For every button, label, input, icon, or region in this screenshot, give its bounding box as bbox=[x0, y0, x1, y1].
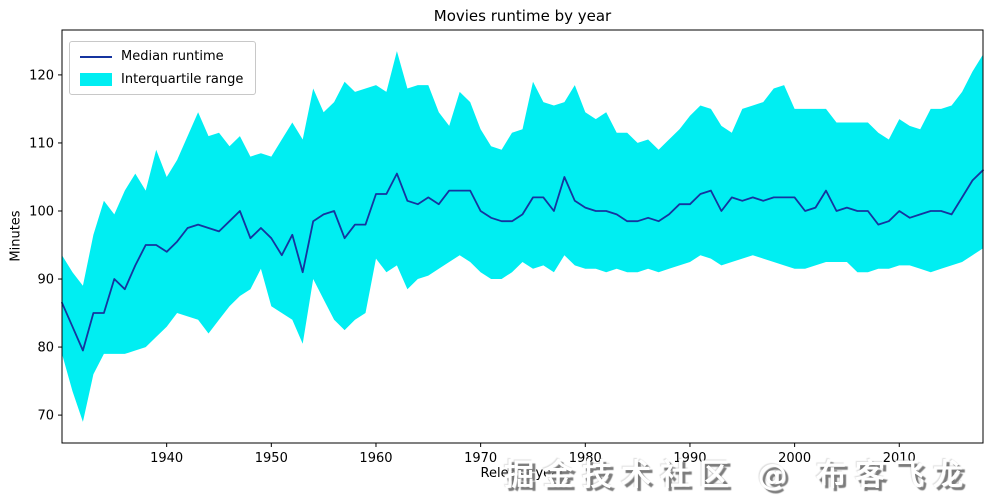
y-axis-label: Minutes bbox=[9, 210, 24, 261]
chart-title: Movies runtime by year bbox=[62, 7, 983, 25]
x-tick-label: 1960 bbox=[359, 451, 392, 466]
y-tick-label: 110 bbox=[29, 136, 54, 151]
figure: 19401950196019701980199020002010 7080901… bbox=[0, 0, 1000, 500]
y-tick-label: 90 bbox=[37, 273, 54, 288]
legend: Median runtime Interquartile range bbox=[69, 41, 256, 95]
x-tick-label: 1970 bbox=[464, 451, 497, 466]
legend-label-median: Median runtime bbox=[121, 49, 224, 64]
median-line-swatch bbox=[80, 56, 112, 58]
legend-label-iqr: Interquartile range bbox=[121, 72, 243, 87]
legend-item-median: Median runtime bbox=[80, 49, 243, 64]
iqr-patch-swatch bbox=[80, 73, 112, 86]
y-tick-label: 100 bbox=[29, 204, 54, 219]
y-axis-ticks: 70 80 90 100 110 120 bbox=[29, 68, 62, 423]
watermark: 掘金技术社区 @ 布客飞龙 bbox=[504, 450, 972, 494]
x-tick-label: 1950 bbox=[255, 451, 288, 466]
iqr-band bbox=[62, 51, 983, 422]
legend-item-iqr: Interquartile range bbox=[80, 72, 243, 87]
x-tick-label: 1940 bbox=[150, 451, 183, 466]
y-tick-label: 80 bbox=[37, 341, 54, 356]
y-tick-label: 70 bbox=[37, 409, 54, 424]
y-tick-label: 120 bbox=[29, 68, 54, 83]
